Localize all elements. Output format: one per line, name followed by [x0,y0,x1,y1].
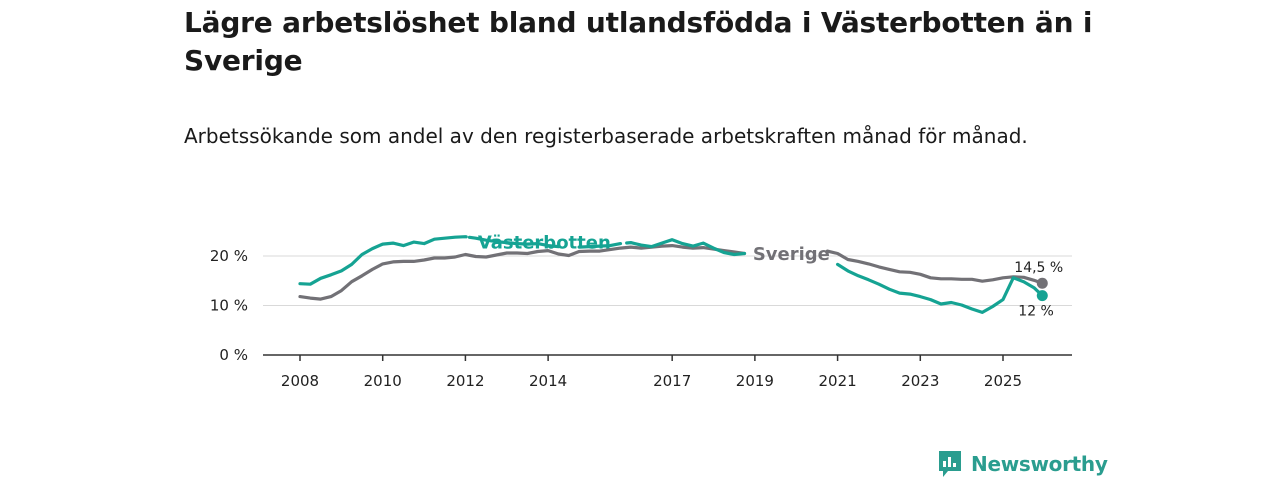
series-sverige [298,244,1048,301]
series-label-vasterbotten: Västerbotten [478,233,611,254]
y-tick-label-20: 20 % [210,247,248,265]
series-label-sverige: Sverige [753,244,830,265]
x-tick-label-2021: 2021 [818,372,856,390]
series-line-sverige-segment-0 [298,244,747,301]
series-line-vasterbotten-segment-2 [577,242,623,249]
axes: 0 % 10 % 20 % 2008 2010 2012 2014 2017 2019 2021 2… [210,247,1072,390]
x-tick-label-2023: 2023 [901,372,939,390]
end-point-vasterbotten [1036,290,1048,302]
end-value-label-sverige: 14,5 % [1014,260,1063,276]
series-labels: Västerbotten Sverige 12 % 14,5 % [478,233,1063,320]
y-tick-label-10: 10 % [210,297,248,315]
series-line-vasterbotten-segment-0 [298,235,468,286]
series-vasterbotten [298,235,1048,314]
newsworthy-logo-text: Newsworthy [971,452,1108,476]
x-tick-label-2008: 2008 [281,372,319,390]
end-value-label-vasterbotten: 12 % [1018,304,1054,320]
x-tick-label-2010: 2010 [364,372,402,390]
y-tick-label-0: 0 % [219,346,248,364]
x-tick-label-2019: 2019 [736,372,774,390]
series-line-vasterbotten-segment-3 [625,238,747,257]
grid-lines [263,255,1072,306]
chart-subtitle: Arbetssökande som andel av den registerb… [184,124,1028,148]
series-line-vasterbotten-segment-1 [467,235,561,249]
newsworthy-logo-icon [939,451,961,477]
end-point-sverige [1036,277,1048,289]
newsworthy-logo[interactable]: Newsworthy [937,448,1108,480]
series-lines [298,235,1048,314]
chart-title: Lägre arbetslöshet bland utlandsfödda i … [184,6,1093,77]
x-tick-label-2017: 2017 [653,372,691,390]
series-line-sverige-segment-1 [825,249,1044,285]
x-tick-label-2025: 2025 [984,372,1022,390]
x-tick-label-2014: 2014 [529,372,567,390]
x-tick-label-2012: 2012 [446,372,484,390]
series-line-vasterbotten-segment-4 [836,262,1044,314]
